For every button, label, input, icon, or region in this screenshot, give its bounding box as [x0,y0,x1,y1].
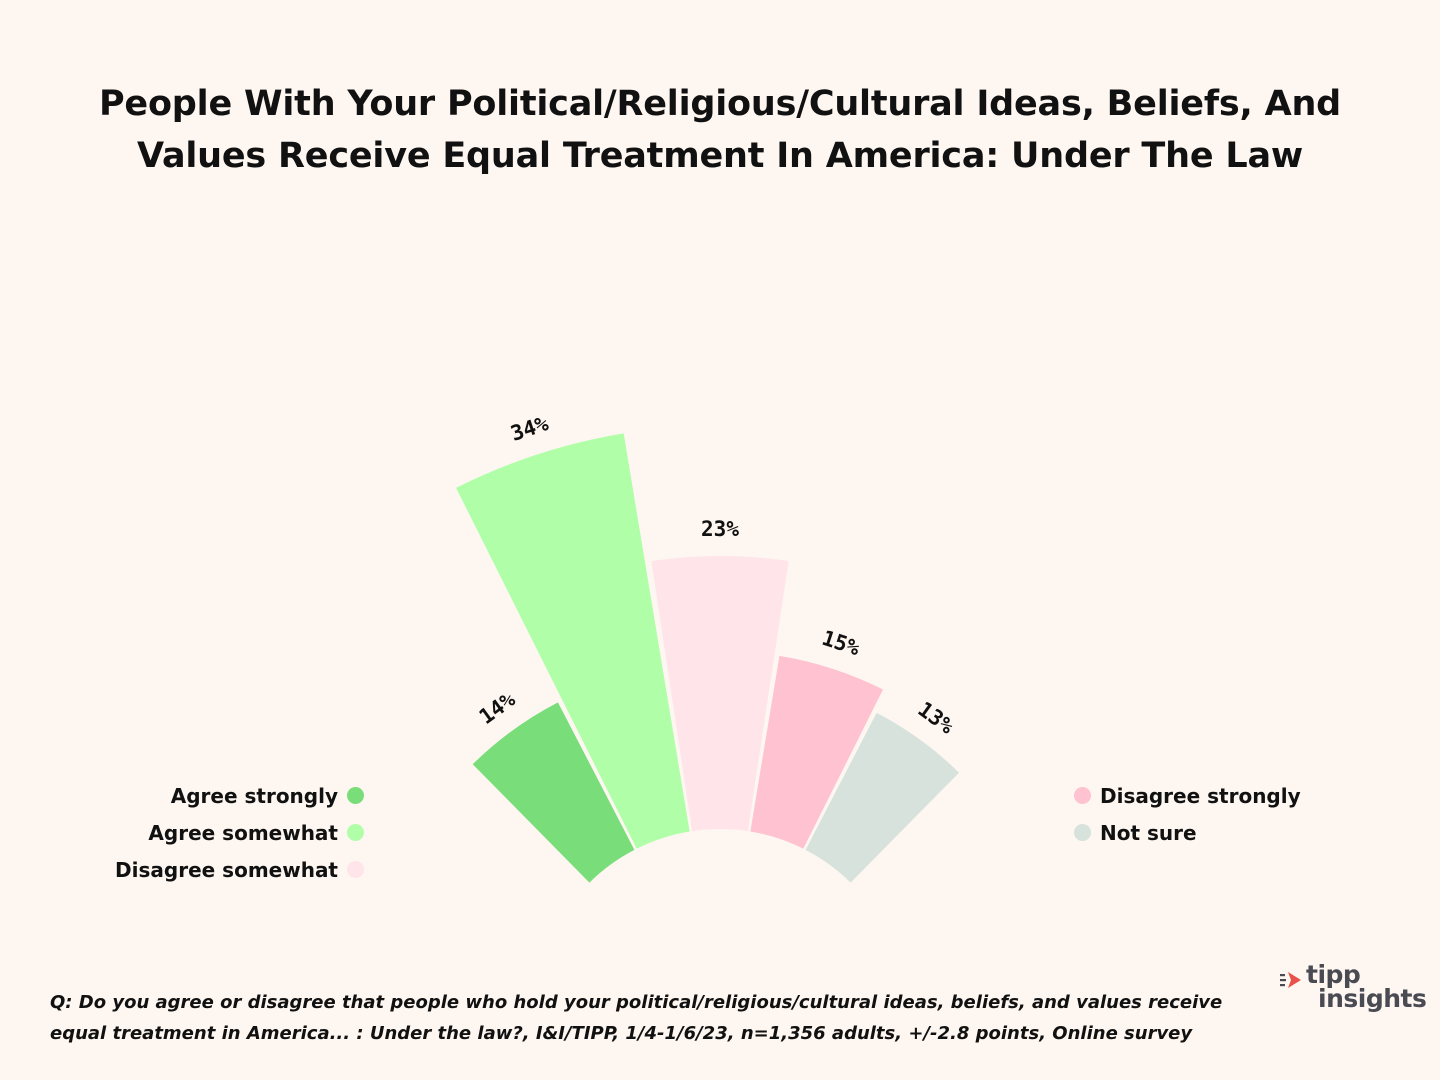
bar-agree-somewhat [456,433,690,849]
footnote-line-2: equal treatment in America... : Under th… [50,1023,1193,1044]
bar-not-sure [805,712,959,883]
data-label-not-sure: 13% [913,697,958,739]
tipp-insights-logo: tipp insights [1280,960,1427,1018]
bar-agree-strongly [472,702,635,883]
arrows-icon [1280,972,1301,988]
chart-bars [456,433,959,883]
legend-item-not-sure: Not sure [1074,814,1301,851]
bar-disagree-somewhat [651,555,789,832]
bar-disagree-strongly [750,655,884,849]
legend-label: Not sure [1100,820,1197,845]
legend-item-agree-somewhat: Agree somewhat [115,814,364,851]
logo-word-insights: insights [1318,984,1427,1013]
legend-left: Agree strongly Agree somewhat Disagree s… [115,777,364,888]
chart-title: People With Your Political/Religious/Cul… [70,78,1370,182]
data-label-disagree-somewhat: 23% [701,517,739,541]
legend-swatch [1074,787,1091,804]
legend-swatch [1074,824,1091,841]
title-line-2: Values Receive Equal Treatment In Americ… [136,136,1304,176]
data-label-disagree-strongly: 15% [819,626,863,661]
legend-label: Disagree strongly [1100,783,1301,808]
survey-footnote: Q: Do you agree or disagree that people … [50,987,1230,1049]
data-label-agree-strongly: 14% [475,687,520,729]
title-line-1: People With Your Political/Religious/Cul… [98,84,1342,124]
legend-label: Agree strongly [170,783,338,808]
footnote-line-1: Q: Do you agree or disagree that people … [50,992,1223,1013]
legend-label: Agree somewhat [148,820,338,845]
legend-item-agree-strongly: Agree strongly [115,777,364,814]
data-label-agree-somewhat: 34% [508,411,552,446]
legend-item-disagree-somewhat: Disagree somewhat [115,851,364,888]
legend-swatch [347,861,364,878]
legend-label: Disagree somewhat [115,857,338,882]
legend-right: Disagree strongly Not sure [1074,777,1301,851]
legend-swatch [347,787,364,804]
legend-item-disagree-strongly: Disagree strongly [1074,777,1301,814]
legend-swatch [347,824,364,841]
logo-word-tipp: tipp [1306,960,1361,989]
